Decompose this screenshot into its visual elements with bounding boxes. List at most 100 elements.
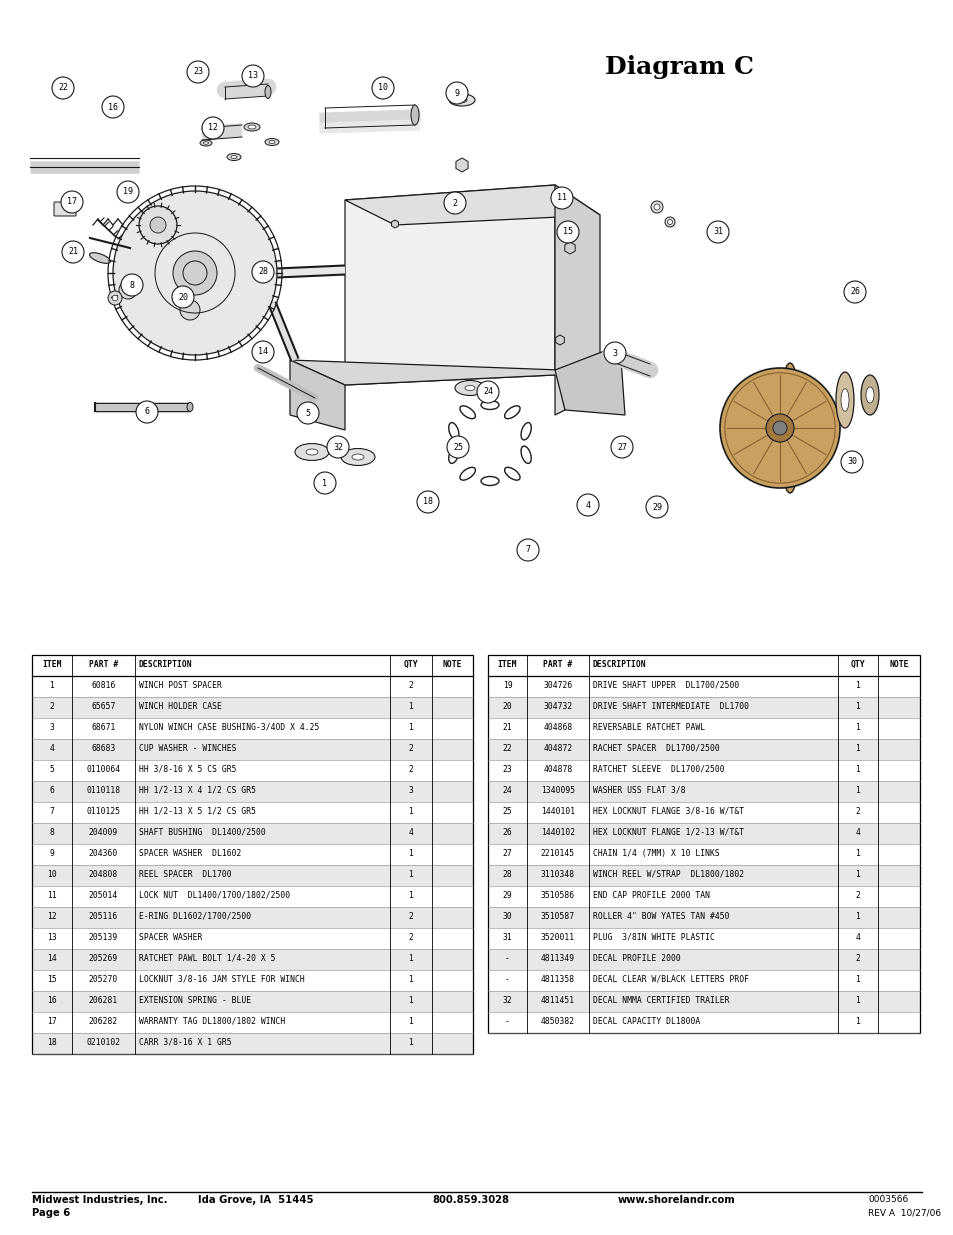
Text: DECAL CAPACITY DL1800A: DECAL CAPACITY DL1800A bbox=[593, 1016, 700, 1026]
Text: 17: 17 bbox=[67, 198, 77, 206]
Polygon shape bbox=[345, 185, 555, 385]
Text: 1: 1 bbox=[408, 953, 413, 963]
Circle shape bbox=[765, 414, 793, 442]
Circle shape bbox=[121, 274, 143, 296]
Circle shape bbox=[447, 436, 469, 458]
Circle shape bbox=[139, 206, 177, 245]
Ellipse shape bbox=[340, 448, 375, 466]
Bar bbox=[32, 781, 473, 802]
Circle shape bbox=[183, 261, 207, 285]
Text: 12: 12 bbox=[208, 124, 218, 132]
Text: RATCHET SLEEVE  DL1700/2500: RATCHET SLEEVE DL1700/2500 bbox=[593, 764, 724, 774]
Circle shape bbox=[172, 251, 216, 295]
Text: REV A  10/27/06: REV A 10/27/06 bbox=[867, 1209, 941, 1218]
Ellipse shape bbox=[244, 124, 260, 131]
Ellipse shape bbox=[306, 450, 317, 454]
Text: 1: 1 bbox=[855, 680, 860, 690]
Text: 31: 31 bbox=[712, 227, 722, 236]
Text: 24: 24 bbox=[482, 388, 493, 396]
Text: 19: 19 bbox=[502, 680, 512, 690]
Text: 4: 4 bbox=[50, 743, 54, 753]
Bar bbox=[488, 969, 919, 990]
Text: 4811451: 4811451 bbox=[540, 995, 575, 1005]
Text: 27: 27 bbox=[502, 848, 512, 858]
Text: -: - bbox=[504, 974, 510, 984]
Text: 1: 1 bbox=[855, 722, 860, 732]
Text: 304732: 304732 bbox=[543, 701, 572, 711]
Polygon shape bbox=[290, 359, 564, 415]
Ellipse shape bbox=[861, 375, 878, 415]
Text: 1: 1 bbox=[322, 478, 327, 488]
Ellipse shape bbox=[464, 385, 475, 390]
Text: NOTE: NOTE bbox=[442, 659, 462, 669]
Bar bbox=[488, 927, 919, 948]
Text: 11: 11 bbox=[47, 890, 57, 900]
Circle shape bbox=[187, 61, 209, 83]
Circle shape bbox=[202, 117, 224, 140]
Text: 25: 25 bbox=[502, 806, 512, 816]
Text: 15: 15 bbox=[47, 974, 57, 984]
Polygon shape bbox=[555, 335, 564, 345]
Text: 1: 1 bbox=[408, 806, 413, 816]
Text: PLUG  3/8IN WHITE PLASTIC: PLUG 3/8IN WHITE PLASTIC bbox=[593, 932, 714, 942]
Text: 18: 18 bbox=[47, 1037, 57, 1047]
Text: 32: 32 bbox=[333, 442, 343, 452]
Text: 1340095: 1340095 bbox=[540, 785, 575, 795]
Text: Diagram C: Diagram C bbox=[605, 56, 754, 79]
Ellipse shape bbox=[187, 403, 193, 411]
Text: 22: 22 bbox=[502, 743, 512, 753]
Text: 24: 24 bbox=[502, 785, 512, 795]
Ellipse shape bbox=[352, 454, 364, 459]
Text: DESCRIPTION: DESCRIPTION bbox=[139, 659, 193, 669]
Text: 23: 23 bbox=[193, 68, 203, 77]
Bar bbox=[32, 990, 473, 1011]
Text: DRIVE SHAFT UPPER  DL1700/2500: DRIVE SHAFT UPPER DL1700/2500 bbox=[593, 680, 739, 690]
Text: DECAL NMMA CERTIFIED TRAILER: DECAL NMMA CERTIFIED TRAILER bbox=[593, 995, 729, 1005]
Circle shape bbox=[843, 282, 865, 303]
Text: 23: 23 bbox=[502, 764, 512, 774]
Text: 1: 1 bbox=[855, 974, 860, 984]
Polygon shape bbox=[290, 359, 345, 430]
Text: 68683: 68683 bbox=[91, 743, 115, 753]
Bar bbox=[488, 844, 919, 864]
Text: QTY: QTY bbox=[403, 659, 417, 669]
Text: QTY: QTY bbox=[850, 659, 864, 669]
Text: 1: 1 bbox=[408, 869, 413, 879]
Bar bbox=[32, 655, 473, 1053]
Text: LOCK NUT  DL1400/1700/1802/2500: LOCK NUT DL1400/1700/1802/2500 bbox=[139, 890, 290, 900]
Text: 32: 32 bbox=[502, 995, 512, 1005]
Bar bbox=[488, 823, 919, 844]
Text: 2: 2 bbox=[452, 199, 457, 207]
Text: 14: 14 bbox=[47, 953, 57, 963]
Text: 3510587: 3510587 bbox=[540, 911, 575, 921]
Text: 4: 4 bbox=[585, 500, 590, 510]
Text: 1440101: 1440101 bbox=[540, 806, 575, 816]
Text: 3: 3 bbox=[50, 722, 54, 732]
Text: 2: 2 bbox=[408, 680, 413, 690]
Text: 1: 1 bbox=[408, 995, 413, 1005]
Polygon shape bbox=[564, 242, 575, 254]
Text: 204009: 204009 bbox=[89, 827, 118, 837]
Ellipse shape bbox=[231, 156, 236, 158]
Text: 20: 20 bbox=[502, 701, 512, 711]
Text: PART #: PART # bbox=[543, 659, 572, 669]
Circle shape bbox=[720, 368, 840, 488]
Text: 25: 25 bbox=[453, 442, 462, 452]
Text: 304726: 304726 bbox=[543, 680, 572, 690]
Ellipse shape bbox=[265, 138, 278, 146]
Text: -: - bbox=[504, 1016, 510, 1026]
Text: DECAL PROFILE 2000: DECAL PROFILE 2000 bbox=[593, 953, 680, 963]
Circle shape bbox=[102, 96, 124, 119]
Text: PART #: PART # bbox=[89, 659, 118, 669]
Ellipse shape bbox=[455, 380, 484, 395]
Circle shape bbox=[150, 217, 166, 233]
Text: HH 1/2-13 X 4 1/2 CS GR5: HH 1/2-13 X 4 1/2 CS GR5 bbox=[139, 785, 255, 795]
Text: 2: 2 bbox=[408, 932, 413, 942]
Text: 10: 10 bbox=[377, 84, 388, 93]
Text: 3520011: 3520011 bbox=[540, 932, 575, 942]
FancyBboxPatch shape bbox=[54, 203, 76, 216]
Circle shape bbox=[314, 472, 335, 494]
Text: END CAP PROFILE 2000 TAN: END CAP PROFILE 2000 TAN bbox=[593, 890, 709, 900]
Text: 1: 1 bbox=[855, 869, 860, 879]
Ellipse shape bbox=[779, 363, 801, 493]
